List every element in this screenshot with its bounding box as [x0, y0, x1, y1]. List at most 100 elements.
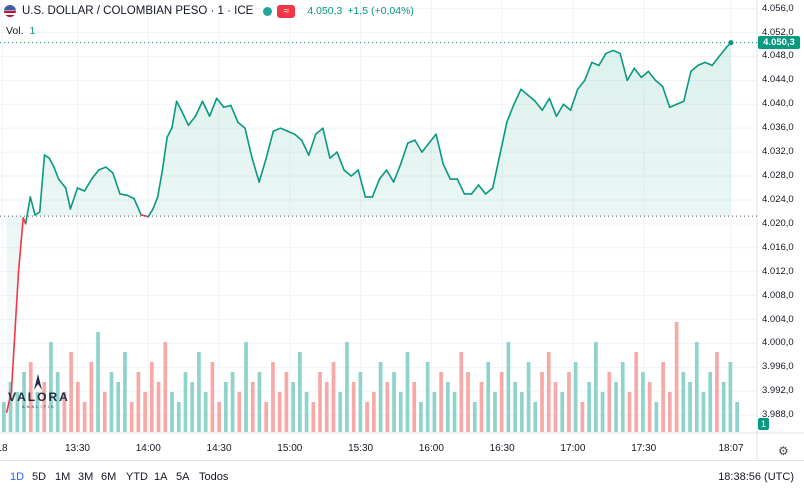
- price-line-segment: [619, 52, 628, 82]
- price-line-segment: [513, 88, 522, 106]
- price-line-segment: [378, 169, 388, 180]
- price-line-segment: [244, 127, 253, 159]
- y-tick-label: 4.000,0: [762, 337, 794, 349]
- volume-bar: [385, 382, 390, 432]
- volume-bar: [123, 352, 127, 432]
- volume-bar: [324, 382, 329, 432]
- price-chart[interactable]: [0, 0, 804, 460]
- price-line-segment: [112, 172, 121, 195]
- volume-bar: [237, 392, 242, 432]
- y-tick-label: 4.048,0: [762, 50, 794, 62]
- gear-icon[interactable]: ⚙: [778, 444, 789, 458]
- price-line-segment: [133, 197, 142, 216]
- price-line-segment: [555, 103, 565, 118]
- volume-bar: [513, 382, 517, 432]
- volume-bar: [560, 392, 565, 432]
- volume-bar: [439, 372, 443, 432]
- price-line-segment: [371, 178, 381, 198]
- volume-bar: [708, 372, 713, 432]
- volume-bar: [230, 372, 235, 432]
- price-line-segment: [711, 55, 721, 67]
- volume-bar: [28, 362, 33, 432]
- price-line-segment: [48, 157, 55, 168]
- volume-bar: [257, 372, 262, 432]
- volume-bar: [311, 402, 316, 432]
- x-tick-label: 15:30: [348, 443, 374, 454]
- last-price-dot: [728, 40, 734, 46]
- price-line-segment: [421, 142, 430, 153]
- price-line-segment: [222, 104, 232, 109]
- price-line-segment: [258, 157, 268, 183]
- price-line-segment: [591, 61, 600, 67]
- volume-bar: [728, 362, 733, 432]
- price-line-segment: [171, 100, 178, 129]
- volume-bar: [553, 382, 558, 432]
- volume-bar: [647, 382, 652, 432]
- timeframe-5d[interactable]: 5D: [32, 471, 47, 483]
- timeframe-todos[interactable]: Todos: [199, 471, 229, 483]
- volume-bar: [338, 392, 343, 432]
- volume-bar: [479, 382, 484, 432]
- price-line-segment: [470, 184, 480, 195]
- price-line-segment: [201, 100, 211, 118]
- volume-bar: [620, 362, 625, 432]
- volume-bar: [654, 402, 659, 432]
- timeframe-6m[interactable]: 6M: [101, 471, 117, 483]
- y-tick-label: 4.056,0: [762, 2, 794, 14]
- timeframe-1d[interactable]: 1D: [10, 471, 25, 483]
- volume-bar: [540, 372, 544, 432]
- volume-bar: [715, 352, 719, 432]
- price-line-segment: [498, 121, 508, 156]
- delayed-data-badge[interactable]: ≈: [277, 4, 296, 18]
- volume-bar: [217, 402, 221, 432]
- volume-bar: [493, 392, 497, 432]
- valora-logo-icon: [34, 374, 42, 390]
- y-tick-label: 3.996,0: [762, 361, 794, 373]
- price-line-segment: [506, 103, 515, 124]
- price-line-segment: [484, 187, 494, 195]
- timeframe-1m[interactable]: 1M: [55, 471, 71, 483]
- symbol-title[interactable]: U.S. DOLLAR / COLOMBIAN PESO · 1 · ICE: [22, 5, 254, 17]
- y-tick-label: 4.044,0: [762, 74, 794, 86]
- y-tick-label: 4.052,0: [762, 26, 794, 38]
- price-line-segment: [69, 187, 79, 210]
- price-line-segment: [34, 211, 41, 216]
- x-tick-label: 14:30: [206, 443, 232, 454]
- timeframe-1a[interactable]: 1A: [154, 471, 168, 483]
- price-line-segment: [215, 97, 225, 109]
- timeframe-ytd[interactable]: YTD: [126, 471, 148, 483]
- price-line-segment: [251, 157, 260, 183]
- price-line-segment: [598, 52, 607, 67]
- utc-clock[interactable]: 18:38:56 (UTC): [718, 471, 794, 483]
- volume-bar: [580, 402, 585, 432]
- price-line-segment: [527, 94, 536, 103]
- price-change: +1,5 (+0,04%): [347, 5, 414, 17]
- volume-bar: [688, 382, 692, 432]
- volume-bar: [472, 402, 477, 432]
- volume-bar: [546, 352, 551, 432]
- price-line-segment: [187, 115, 197, 126]
- price-line-segment: [704, 61, 713, 67]
- price-line-segment: [57, 178, 67, 189]
- price-line-segment: [697, 61, 706, 67]
- volume-bar: [190, 382, 195, 432]
- timeframe-3m[interactable]: 3M: [78, 471, 94, 483]
- x-tick-label: 17:30: [631, 443, 657, 454]
- volume-bar: [42, 382, 47, 432]
- price-line-segment: [406, 139, 416, 144]
- price-line-segment: [626, 67, 636, 82]
- price-line-segment: [314, 127, 324, 135]
- volume-bar: [634, 352, 639, 432]
- y-tick-label: 4.032,0: [762, 146, 794, 158]
- volume-bar: [291, 382, 295, 432]
- volume-bar: [183, 372, 188, 432]
- price-line-segment: [612, 49, 621, 55]
- x-tick-label: 18:07: [718, 443, 744, 454]
- timeframe-5a[interactable]: 5A: [176, 471, 190, 483]
- volume-bar: [150, 362, 154, 432]
- volume-bar: [681, 372, 686, 432]
- volume-bar: [351, 382, 356, 432]
- volume-bar: [170, 392, 174, 432]
- x-tick-label: 13:30: [64, 443, 90, 454]
- volume-label: Vol.: [6, 25, 24, 37]
